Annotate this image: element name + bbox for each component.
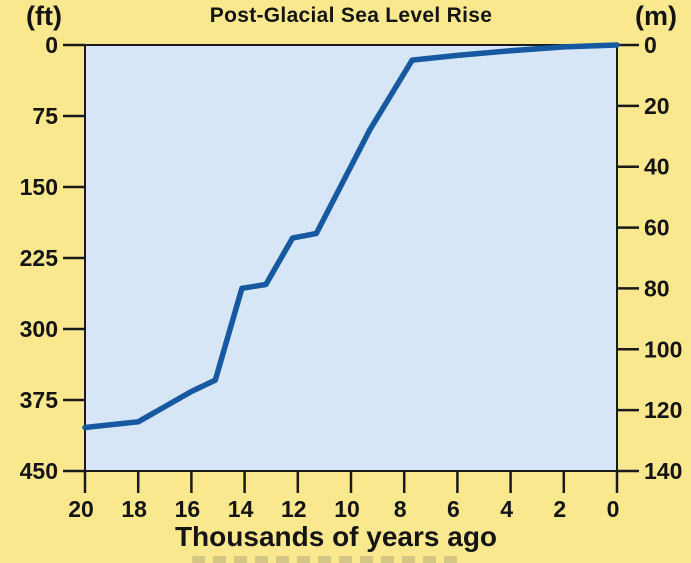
sea-level-line — [82, 42, 620, 431]
y-left-tick-label: 0 — [45, 32, 58, 58]
x-tick-label: 20 — [68, 496, 94, 522]
y-right-tick-label: 100 — [644, 336, 682, 362]
y-right-tick-label: 40 — [644, 154, 670, 180]
x-axis-label: Thousands of years ago — [174, 521, 498, 552]
y-left-tick-label: 75 — [32, 103, 58, 129]
y-left-tick-label: 225 — [20, 245, 59, 271]
y-right-tick-label: 60 — [644, 215, 670, 241]
y-left-tick-label: 300 — [20, 316, 58, 342]
x-tick-label: 0 — [607, 496, 620, 522]
x-tick-label: 14 — [228, 496, 254, 522]
x-tick-label: 10 — [334, 496, 360, 522]
chart-title: Post-Glacial Sea Level Rise — [209, 4, 493, 27]
x-tick-label: 2 — [553, 496, 566, 522]
cropped-caption-artifact — [192, 556, 464, 563]
x-tick-label: 8 — [394, 496, 407, 522]
x-tick-label: 16 — [175, 496, 201, 522]
x-tick-label: 4 — [500, 496, 513, 522]
y-right-tick-label: 120 — [644, 397, 682, 423]
x-tick-label: 18 — [121, 496, 147, 522]
right-axis-unit-label: (m) — [635, 1, 677, 31]
y-left-tick-label: 150 — [20, 174, 58, 200]
x-tick-label: 6 — [447, 496, 460, 522]
left-axis-unit-label: (ft) — [26, 1, 62, 31]
y-left-tick-label: 375 — [20, 387, 59, 413]
x-tick-label: 12 — [281, 496, 307, 522]
y-left-tick-label: 450 — [20, 458, 58, 484]
y-right-tick-label: 80 — [644, 275, 670, 301]
y-right-tick-label: 20 — [644, 93, 670, 119]
y-right-tick-label: 0 — [644, 32, 657, 58]
y-right-tick-label: 140 — [644, 458, 682, 484]
